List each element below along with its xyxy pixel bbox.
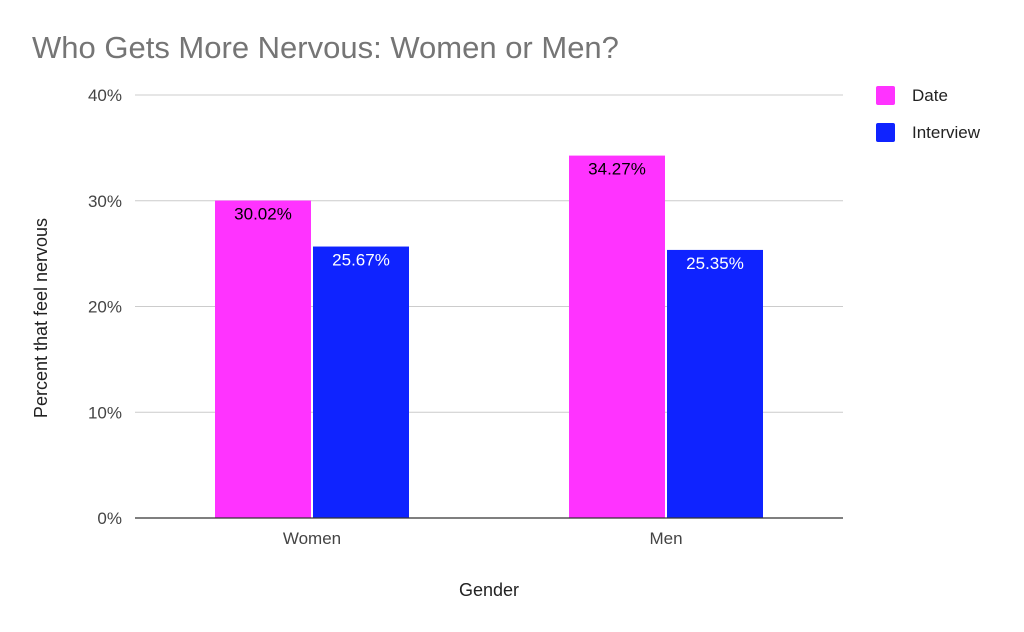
bar-date-women bbox=[215, 200, 311, 518]
data-label: 34.27% bbox=[588, 160, 646, 179]
y-tick-label: 40% bbox=[88, 86, 122, 105]
x-axis-label: Gender bbox=[459, 580, 519, 600]
x-axis-ticks: Women Men bbox=[283, 529, 683, 548]
data-label: 25.35% bbox=[686, 254, 744, 273]
data-label: 25.67% bbox=[332, 251, 390, 270]
chart-title: Who Gets More Nervous: Women or Men? bbox=[32, 30, 619, 65]
legend-label: Interview bbox=[912, 123, 981, 142]
bar-interview-men bbox=[667, 249, 763, 518]
legend: Date Interview bbox=[876, 86, 981, 142]
bars bbox=[215, 155, 763, 519]
legend-label: Date bbox=[912, 86, 948, 105]
y-tick-label: 10% bbox=[88, 403, 122, 422]
y-axis-label: Percent that feel nervous bbox=[31, 218, 51, 418]
y-tick-label: 30% bbox=[88, 192, 122, 211]
x-tick-label: Men bbox=[649, 529, 682, 548]
y-axis-ticks: 0% 10% 20% 30% 40% bbox=[88, 86, 122, 528]
bar-interview-women bbox=[313, 246, 409, 519]
y-tick-label: 0% bbox=[97, 509, 122, 528]
legend-swatch bbox=[876, 86, 895, 105]
x-tick-label: Women bbox=[283, 529, 341, 548]
data-label: 30.02% bbox=[234, 205, 292, 224]
data-labels: 30.02% 25.67% 34.27% 25.35% bbox=[234, 160, 744, 273]
bar-date-men bbox=[569, 155, 665, 518]
y-tick-label: 20% bbox=[88, 298, 122, 317]
legend-swatch bbox=[876, 123, 895, 142]
